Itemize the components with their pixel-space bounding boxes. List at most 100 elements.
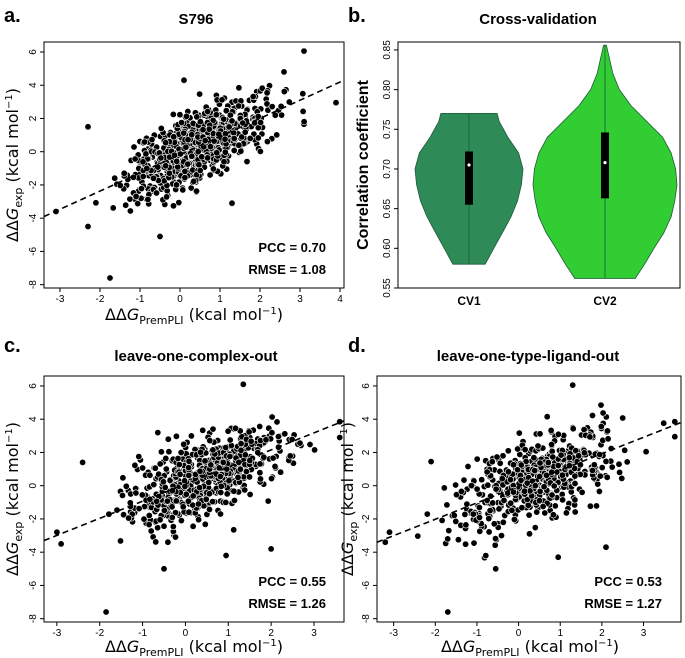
panel-c-scatter: c. leave-one-complex-out -3 -2 -1 0 1 2 3 -8 -6… [3,335,345,658]
data-point [207,461,215,469]
data-point [554,430,562,438]
data-point [169,110,177,118]
data-point [198,153,206,161]
data-point [264,497,272,505]
data-point [237,446,245,454]
data-point [235,102,243,110]
y-tick-label: -6 [28,247,39,256]
y-tick-label: 0 [28,148,39,154]
panel-d-y-axis-label: ΔΔGexp (kcal mol−1) [338,422,360,576]
data-point [225,477,233,485]
data-point [623,458,631,466]
panel-c-points [53,380,344,616]
data-point [548,491,556,499]
data-point [515,429,523,437]
data-point [218,96,226,104]
data-point [475,513,483,521]
data-point [153,497,161,505]
data-point [473,485,481,493]
data-point [205,478,213,486]
data-point [443,501,451,509]
data-point [423,510,431,518]
data-point [185,464,193,472]
data-point [602,457,610,465]
data-point [160,565,168,573]
data-point [176,111,184,119]
data-point [164,435,172,443]
data-point [79,458,87,466]
x-tick-label: -2 [95,628,104,639]
data-point [497,532,505,540]
data-point [273,131,281,139]
data-point [122,201,130,209]
data-point [491,535,499,543]
data-point [189,522,197,530]
y-tick-label: -4 [28,547,39,556]
panel-a-rmse: RMSE = 1.08 [248,262,326,277]
data-point [485,515,493,523]
data-point [463,500,471,508]
data-point [139,464,147,472]
data-point [596,472,604,480]
data-point [135,505,143,513]
data-point [141,138,149,146]
data-point [228,117,236,125]
data-point [554,553,562,561]
data-point [220,115,228,123]
data-point [598,464,606,472]
data-point [618,474,626,482]
data-point [504,468,512,476]
data-point [470,539,478,547]
data-point [241,486,249,494]
data-point [173,181,181,189]
data-point [179,503,187,511]
data-point [492,485,500,493]
data-point [539,502,547,510]
data-point [671,433,679,441]
data-point [452,491,460,499]
data-point [228,199,236,207]
x-tick-label: -1 [472,628,481,639]
data-point [445,527,453,535]
data-point [485,528,493,536]
data-point [535,497,543,505]
data-point [197,448,205,456]
data-point [569,425,577,433]
y-tick-label: 6 [28,49,39,55]
data-point [438,516,446,524]
data-point [576,461,584,469]
panel-a-fit-line [43,79,345,218]
data-point [543,413,551,421]
data-point [224,427,232,435]
data-point [608,463,616,471]
data-point [182,490,190,498]
panel-b-y-ticks: 0.55 0.60 0.65 0.70 0.75 0.80 0.85 [382,40,398,298]
data-point [120,511,128,519]
y-tick-label: 2 [28,115,39,121]
x-tick-label: 3 [297,294,303,305]
data-point [461,510,469,518]
data-point [153,189,161,197]
y-tick-label: -4 [28,213,39,222]
y-tick-label: -8 [28,280,39,289]
data-point [181,167,189,175]
data-point [173,157,181,165]
data-point [306,440,314,448]
data-point [525,530,533,538]
data-point [138,185,146,193]
data-point [122,482,130,490]
panel-c-rmse: RMSE = 1.26 [248,596,326,611]
data-point [241,451,249,459]
y-tick-label: -8 [28,614,39,623]
data-point [196,467,204,475]
data-point [190,177,198,185]
panel-d-y-ticks: -8 -6 -4 -2 0 2 4 6 [361,383,377,623]
data-point [223,490,231,498]
panel-b-categories: CV1 CV2 [457,294,617,308]
data-point [414,532,422,540]
data-point [493,453,501,461]
data-point [444,608,452,616]
data-point [126,207,134,215]
data-point [180,440,188,448]
data-point [486,507,494,515]
